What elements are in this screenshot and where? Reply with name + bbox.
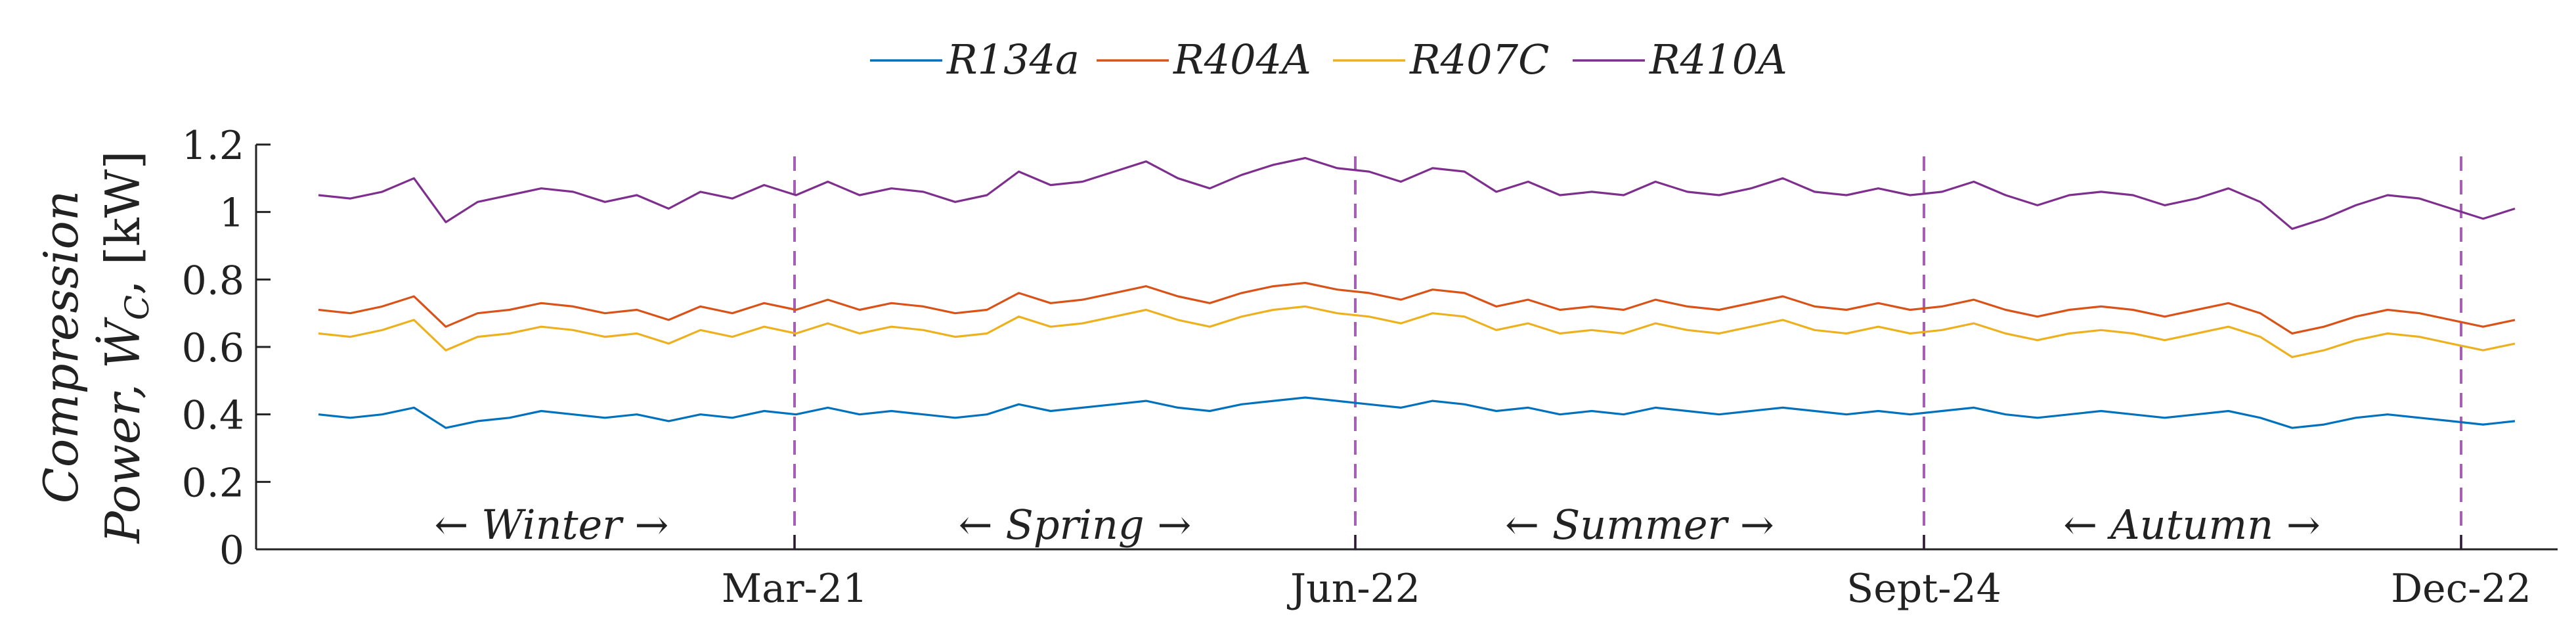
- legend: R134a R404A R407C R410A: [870, 35, 1787, 83]
- y-tick-label: 1.2: [182, 123, 244, 169]
- x-tick-label: Jun-22: [1286, 566, 1420, 612]
- legend-label-r410a: R410A: [1649, 35, 1787, 83]
- y-axis-label-line2: Power, ẆC, [kW]: [95, 150, 156, 544]
- series-line-r407c: [318, 305, 2516, 359]
- y-tick-label: 0.6: [182, 325, 244, 371]
- y-tick-label: 0: [219, 528, 244, 574]
- y-tick-label: 1: [219, 191, 244, 237]
- season-label: ← Winter →: [435, 501, 669, 549]
- legend-label-r134a: R134a: [946, 35, 1080, 83]
- season-label: ← Summer →: [1505, 501, 1774, 549]
- series-line-r404a: [318, 281, 2516, 335]
- series-line-r134a: [318, 396, 2516, 429]
- season-label: ← Autumn →: [2063, 501, 2321, 549]
- y-tick-label: 0.4: [182, 393, 244, 439]
- axes: 0 0.2 0.4 0.6 0.8 1 1.2 Mar-21 Jun-22 Sept-24 Dec-…: [182, 123, 2558, 612]
- x-tick-label: Sept-24: [1846, 566, 2001, 612]
- legend-label-r404a: R404A: [1173, 35, 1311, 83]
- x-tick-label: Mar-21: [722, 566, 868, 612]
- y-tick-label: 0.8: [182, 258, 244, 304]
- y-axis-label-line1: Compression: [33, 191, 89, 503]
- y-tick-label: 0.2: [182, 460, 244, 506]
- x-tick-label: Dec-22: [2391, 566, 2531, 612]
- y-axis-label: Compression Power, ẆC, [kW]: [33, 150, 156, 544]
- plot-area: ← Winter → ← Spring → ← Summer → ← Autumn →: [318, 150, 2516, 549]
- season-label: ← Spring →: [959, 501, 1192, 549]
- series-line-r410a: [318, 156, 2516, 230]
- legend-label-r407c: R407C: [1409, 35, 1549, 83]
